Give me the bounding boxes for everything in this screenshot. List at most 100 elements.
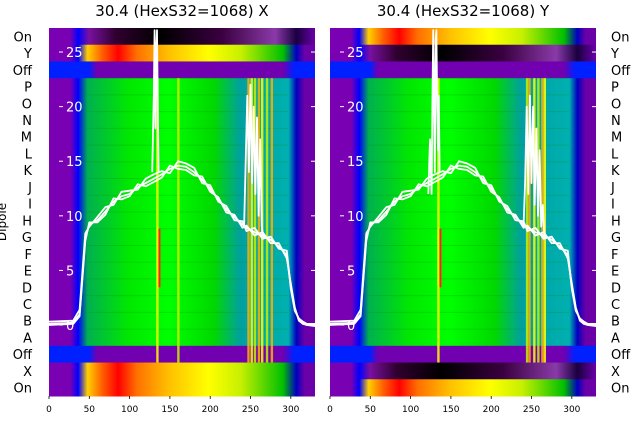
heatmap-row [49,329,315,347]
heatmap-row [330,178,596,196]
heatmap-row [330,128,596,146]
dipole-label-right: L [611,147,619,162]
heatmap-row [330,345,596,364]
x-tick-label: 200 [202,405,219,415]
dipole-label-left: I [28,198,32,213]
overlay-series-line [243,83,265,238]
heatmap-row [49,262,315,280]
heat-stripe [270,78,274,363]
overlay-series-line [427,29,441,195]
x-tick-label: 150 [161,405,178,415]
heat-stripe [533,78,536,363]
heat-stripe [437,78,440,363]
dipole-label-right: M [611,131,622,146]
overlay-y-tick-label: 25 [66,46,83,61]
y-axis-label: Dipole [0,203,9,241]
dipole-label-left: H [22,214,32,229]
dipole-label-left: P [24,81,32,96]
heatmap-row [49,362,315,380]
heatmap-row [330,195,596,213]
heatmap-row [49,245,315,263]
heatmap-row [330,362,596,380]
heatmap-row [330,312,596,330]
heat-stripe [177,78,180,363]
x-tick-label: 200 [483,405,500,415]
heatmap-row [330,161,596,180]
panel-title: 30.4 (HexS32=1068) Y [377,2,550,20]
heat-stripe [525,78,529,363]
dipole-label-left: A [23,331,32,346]
heat-stripe [247,78,250,363]
x-tick-label: 300 [282,405,299,415]
dipole-label-right: On [611,382,629,397]
heatmap-row [49,28,315,46]
dipole-label-right: D [611,281,621,296]
overlay-y-tick-label: 0 [66,319,74,334]
heatmap-row [49,178,315,196]
overlay-y-tick-label: 10 [66,210,83,225]
dipole-label-right: Off [611,348,631,363]
heatmap-row [49,278,315,297]
dipole-label-right: K [611,164,620,179]
dipole-label-left: X [23,365,32,380]
overlay-y-tick-label: 20 [66,101,83,116]
x-tick-label: 50 [84,405,96,415]
heatmap-row [49,345,315,364]
dipole-label-right: E [611,265,619,280]
heat-stripe [543,78,547,363]
x-tick-label: 300 [563,405,580,415]
heatmap-row [49,295,315,313]
heat-stripe [156,78,159,363]
heatmap-row [49,78,315,96]
heatmap-row [49,312,315,330]
heat-stripe [537,78,540,363]
dipole-label-right: B [611,315,620,330]
dipole-label-right: F [611,248,618,263]
heatmap-row [49,128,315,146]
x-tick-label: 250 [523,405,540,415]
heatmap-row [330,379,596,397]
heatmap-row [330,111,596,129]
heatmap-row [330,295,596,313]
dipole-label-left: C [23,298,32,313]
heatmap-row [49,111,315,129]
heatmap-row [330,245,596,263]
dipole-label-right: G [611,231,621,246]
overlay-series-line [151,29,160,173]
dipole-label-left: G [22,231,32,246]
dipole-label-left: K [23,164,32,179]
panel-title: 30.4 (HexS32=1068) X [95,2,268,20]
dipole-label-left: Y [23,47,32,62]
overlay-y-tick-label: 10 [347,210,364,225]
heatmap-row [330,61,596,79]
heatmap-row [49,44,315,62]
heatmap-row [49,161,315,180]
heatmap-row [49,379,315,397]
dipole-label-left: Off [13,348,33,363]
dipole-label-left: M [21,131,32,146]
heatmap-row [49,145,315,163]
hot-spot [439,228,442,288]
hot-spot [158,228,161,288]
heat-stripe [265,78,269,363]
x-tick-label: 150 [442,405,459,415]
heatmap-row [330,329,596,347]
heatmap-row [330,145,596,163]
x-tick-label: 0 [327,405,333,415]
heatmap-row [49,195,315,213]
x-tick-label: 250 [242,405,259,415]
dipole-label-left: On [14,382,32,397]
dipole-label-left: E [24,265,32,280]
dipole-label-right: A [611,331,620,346]
dipole-label-right: O [611,97,621,112]
x-tick-label: 50 [365,405,377,415]
dipole-label-right: On [611,30,629,45]
dipole-labels: OnYOffPONMLKJIHGFEDCBAOffXOnOnYOffPONMLK… [13,30,631,396]
overlay-y-tick-label: 0 [347,319,355,334]
heatmap-row [330,78,596,96]
heatmap-row [49,61,315,79]
overlay-y-tick-label: 15 [66,155,83,170]
